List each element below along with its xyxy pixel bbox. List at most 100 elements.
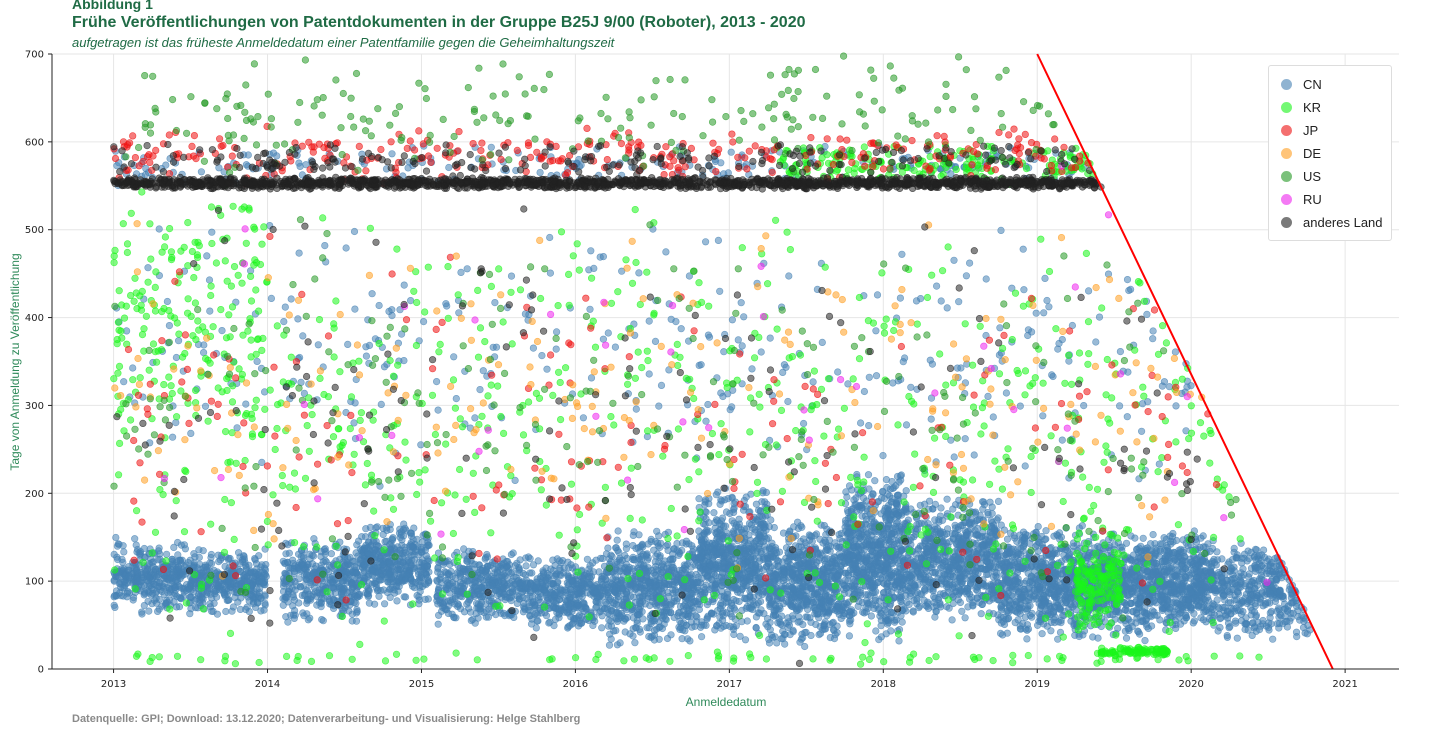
data-point [898, 613, 905, 620]
data-point [597, 599, 604, 606]
data-point [832, 631, 839, 638]
data-point [366, 588, 373, 595]
data-point [475, 601, 482, 608]
data-point [526, 613, 533, 620]
data-point [579, 613, 586, 620]
data-point [888, 574, 895, 581]
data-point [546, 620, 553, 627]
data-point [722, 552, 729, 559]
data-point [280, 602, 287, 609]
data-point [213, 594, 220, 601]
data-point [201, 564, 208, 571]
data-point [651, 637, 658, 644]
data-point [843, 489, 850, 496]
data-point [767, 551, 774, 558]
data-points [111, 53, 1314, 668]
data-point [166, 585, 173, 592]
data-point [770, 578, 777, 585]
data-point [879, 489, 886, 496]
data-point [625, 566, 632, 573]
data-point [416, 559, 423, 566]
data-point [891, 617, 898, 624]
data-point [304, 564, 311, 571]
data-point [380, 531, 387, 538]
data-point [783, 598, 790, 605]
data-point [767, 626, 774, 633]
data-point [527, 555, 534, 562]
data-point [535, 618, 542, 625]
data-point [878, 549, 885, 556]
data-point [740, 561, 747, 568]
data-point [733, 598, 740, 605]
data-point [836, 544, 843, 551]
data-point [586, 581, 593, 588]
data-point [885, 523, 892, 530]
data-point [318, 603, 325, 610]
data-point [256, 585, 263, 592]
data-point [460, 565, 467, 572]
data-point [623, 541, 630, 548]
data-point [569, 577, 576, 584]
data-point [557, 586, 564, 593]
data-point [638, 561, 645, 568]
data-point [492, 586, 499, 593]
data-point [450, 583, 457, 590]
data-point [723, 509, 730, 516]
data-point [551, 573, 558, 580]
data-point [454, 603, 461, 610]
data-point [344, 590, 351, 597]
data-point [713, 541, 720, 548]
data-point [682, 570, 689, 577]
data-point [639, 594, 646, 601]
data-point [804, 598, 811, 605]
data-point [888, 628, 895, 635]
data-point [237, 554, 244, 561]
data-point [790, 524, 797, 531]
data-point [527, 588, 534, 595]
data-point [759, 498, 766, 505]
data-point [311, 569, 318, 576]
data-point [676, 549, 683, 556]
data-point [652, 601, 659, 608]
data-point [690, 579, 697, 586]
data-point [141, 602, 148, 609]
data-point [141, 592, 148, 599]
data-point [747, 578, 754, 585]
data-point [472, 620, 479, 627]
data-point [380, 561, 387, 568]
data-point [619, 577, 626, 584]
data-point [575, 603, 582, 610]
data-point [872, 595, 879, 602]
data-point [327, 580, 334, 587]
data-point [242, 562, 249, 569]
data-point [665, 529, 672, 536]
data-point [367, 524, 374, 531]
data-point [116, 541, 123, 548]
data-point [824, 612, 831, 619]
data-point [120, 559, 127, 566]
data-point [460, 546, 467, 553]
data-point [169, 556, 176, 563]
data-point [729, 613, 736, 620]
data-point [681, 562, 688, 569]
data-point [847, 621, 854, 628]
data-point [894, 503, 901, 510]
data-point [881, 508, 888, 515]
data-point [829, 606, 836, 613]
data-point [441, 599, 448, 606]
data-point [581, 601, 588, 608]
data-point [376, 593, 383, 600]
data-point [886, 566, 893, 573]
data-point [771, 563, 778, 570]
data-point [803, 614, 810, 621]
data-point [740, 580, 747, 587]
data-point [815, 551, 822, 558]
data-point [858, 546, 865, 553]
data-point [842, 570, 849, 577]
data-point [742, 637, 749, 644]
data-point [661, 613, 668, 620]
data-point [756, 525, 763, 532]
data-point [897, 566, 904, 573]
data-point [131, 535, 138, 542]
data-point [897, 477, 904, 484]
